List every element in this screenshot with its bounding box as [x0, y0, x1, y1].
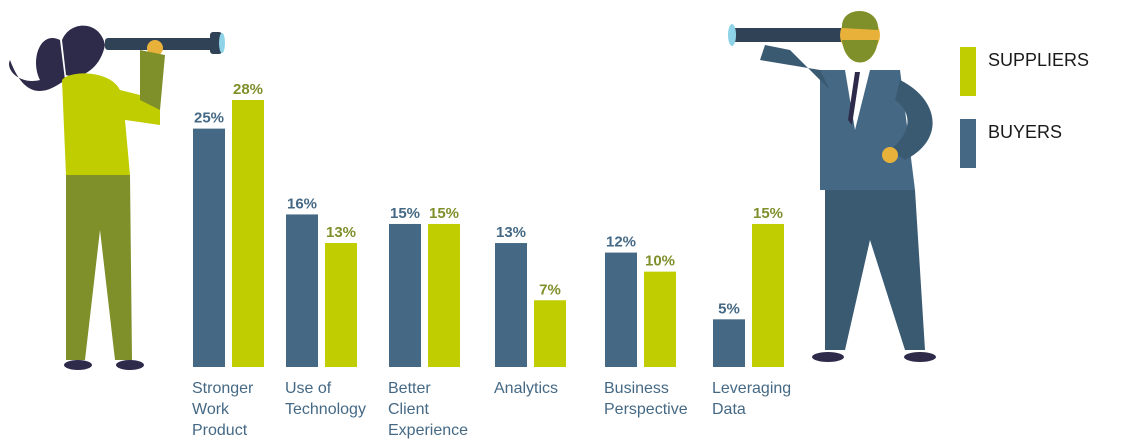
value-label: 25% — [194, 110, 224, 127]
bar — [644, 271, 676, 367]
legend-swatch — [960, 47, 976, 96]
bar — [286, 214, 318, 367]
value-label: 5% — [718, 300, 740, 317]
category-label: Stronger Work Product — [192, 380, 254, 439]
legend-label: SUPPLIERS — [988, 50, 1089, 70]
bar — [428, 223, 460, 367]
value-label: 15% — [390, 205, 420, 222]
legend-swatch — [960, 119, 976, 168]
bar — [534, 300, 566, 367]
bar — [232, 100, 264, 367]
category-label: Use of Technology — [285, 380, 366, 418]
bar — [752, 223, 784, 367]
value-label: 16% — [287, 195, 317, 212]
value-label: 15% — [753, 205, 783, 222]
value-label: 12% — [606, 234, 636, 251]
category-label: Business Perspective — [604, 380, 688, 418]
bar — [495, 243, 527, 367]
value-label: 13% — [326, 224, 356, 241]
woman-illustration — [9, 25, 225, 370]
legend-label: BUYERS — [988, 122, 1062, 142]
bar — [325, 243, 357, 367]
bar — [389, 223, 421, 367]
value-label: 28% — [233, 81, 263, 98]
category-label: Analytics — [494, 380, 558, 397]
value-label: 7% — [539, 281, 561, 298]
value-label: 15% — [429, 205, 459, 222]
value-label: 10% — [645, 253, 675, 270]
man-illustration — [728, 10, 936, 362]
bar — [193, 128, 225, 367]
category-label: Better Client Experience — [388, 380, 468, 439]
category-label: Leveraging Data — [712, 380, 791, 418]
bar — [713, 319, 745, 367]
value-label: 13% — [496, 224, 526, 241]
bar — [605, 252, 637, 367]
